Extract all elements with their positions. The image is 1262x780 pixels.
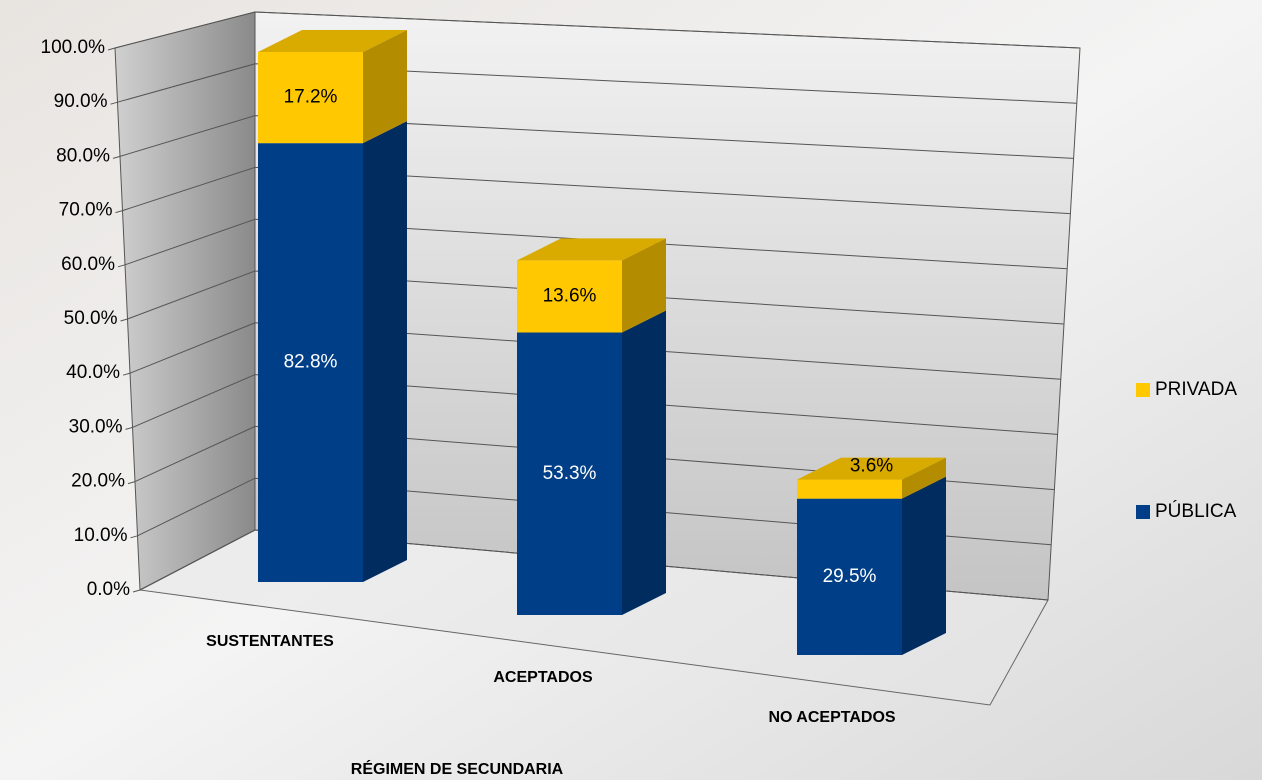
bar-top [797,457,946,480]
bar-segment [258,143,363,582]
legend-label: PRIVADA [1155,379,1237,400]
bar-side [902,476,946,655]
data-label: 3.6% [850,456,893,477]
side-wall [114,11,256,591]
y-tick-label: 90.0% [54,91,108,112]
bar-top [258,30,407,52]
legend-swatch [1136,383,1150,397]
grid-line [127,270,1065,325]
tick-mark [107,47,116,51]
y-tick-label: 50.0% [64,308,118,329]
grid-line [117,63,1077,104]
grid-line [114,11,1081,49]
data-label: 53.3% [543,463,597,484]
tick-mark [122,372,131,376]
y-tick-label: 80.0% [56,145,110,166]
x-axis-title: RÉGIMEN DE SECUNDARIA [351,759,564,778]
data-label: 29.5% [823,566,877,587]
tick-mark [117,264,126,268]
data-label: 17.2% [284,87,338,108]
x-tick-label: ACEPTADOS [493,669,593,686]
legend-swatch [1136,505,1150,519]
y-tick-label: 70.0% [59,200,113,221]
x-tick-label: SUSTENTANTES [206,633,334,650]
grid-line [134,425,1055,491]
bar-side [363,30,407,144]
grid-line [119,115,1074,159]
tick-mark [115,210,123,214]
bar-side [902,457,946,499]
bar-top [517,238,666,261]
y-tick-label: 60.0% [61,254,115,275]
grid-line [122,166,1071,215]
grid-line [124,218,1068,270]
data-label: 13.6% [543,285,597,306]
tick-mark [110,101,118,105]
tick-mark [132,589,141,593]
bar-side [363,121,407,582]
bar-side [622,310,666,615]
y-tick-label: 0.0% [87,579,130,600]
y-tick-label: 10.0% [74,525,128,546]
tick-mark [112,155,121,159]
grid-line [139,529,1049,601]
bar-segment [517,260,622,333]
bar-segment [258,52,363,144]
legend-label: PÚBLICA [1155,500,1237,522]
grid-line [132,374,1058,435]
grid-line [137,477,1052,546]
y-tick-label: 30.0% [69,416,123,437]
tick-mark [125,426,133,430]
y-tick-label: 100.0% [41,37,106,58]
tick-mark [120,318,128,322]
bar-segment [797,479,902,499]
tick-mark [130,535,138,539]
bar-segment [517,332,622,615]
x-tick-label: NO ACEPTADOS [768,709,895,726]
y-tick-label: 20.0% [71,471,125,492]
tick-mark [127,481,136,485]
bar-side [622,238,666,333]
bar-segment [797,498,902,655]
y-tick-label: 40.0% [66,362,120,383]
grid-line [129,322,1061,380]
data-label: 82.8% [284,352,338,373]
